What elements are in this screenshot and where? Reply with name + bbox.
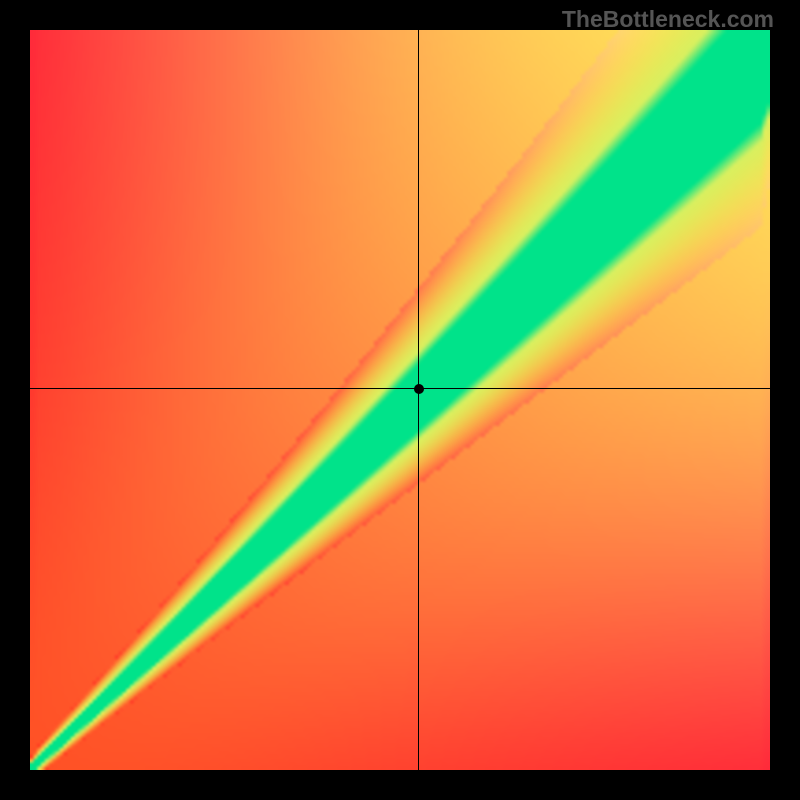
crosshair-marker-dot <box>414 384 424 394</box>
crosshair-horizontal-line <box>30 388 770 389</box>
bottleneck-heatmap <box>30 30 770 770</box>
crosshair-vertical-line <box>418 30 419 770</box>
watermark-text: TheBottleneck.com <box>562 6 774 33</box>
chart-container: TheBottleneck.com <box>0 0 800 800</box>
